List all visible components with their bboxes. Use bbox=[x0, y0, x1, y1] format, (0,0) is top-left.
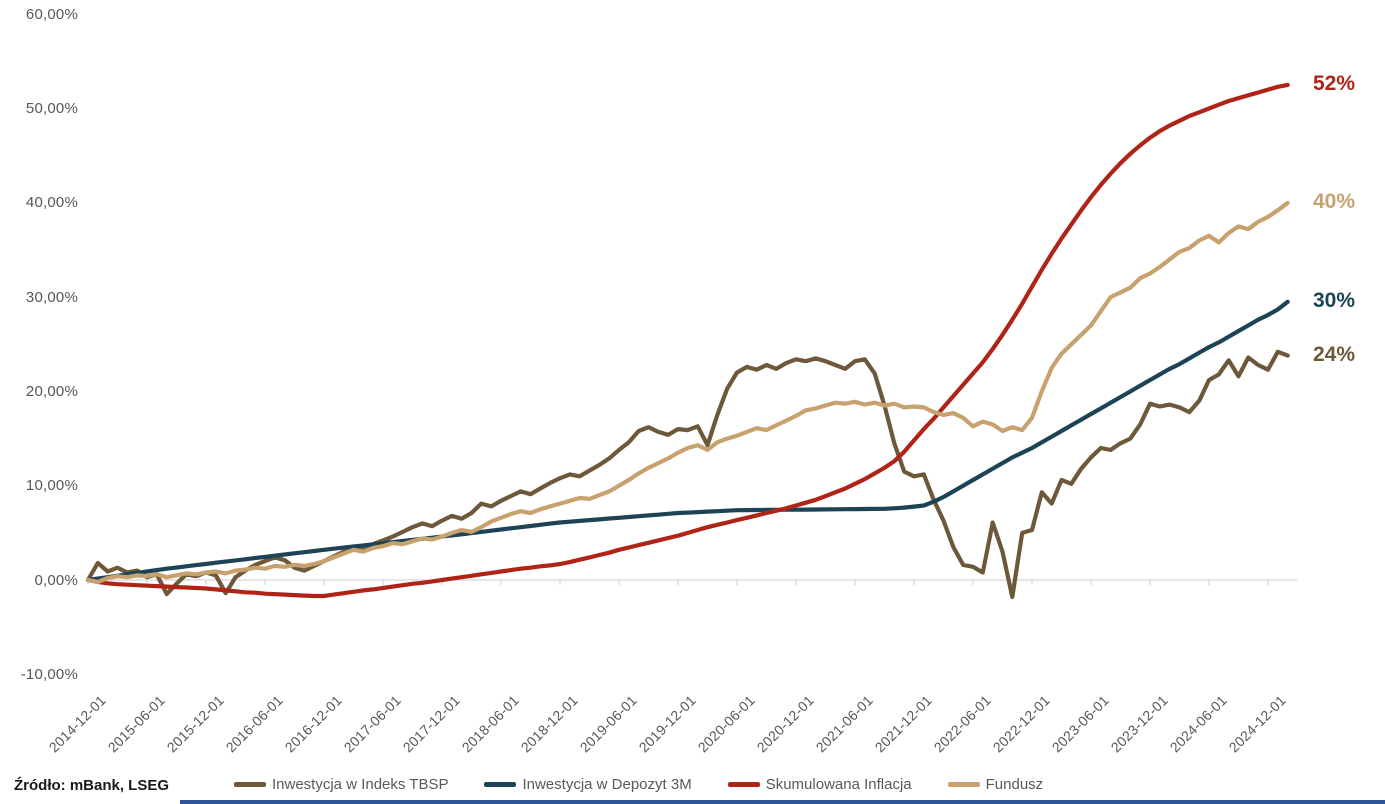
series-line-1 bbox=[85, 299, 1290, 583]
source-label: Źródło: mBank, LSEG bbox=[14, 777, 170, 794]
y-tick-label: 40,00% bbox=[25, 194, 78, 212]
legend-label-tbsp: Inwestycja w Indeks TBSP bbox=[272, 776, 449, 793]
y-tick-label: 10,00% bbox=[25, 477, 78, 495]
y-tick-label: -10,00% bbox=[20, 665, 78, 683]
y-tick-label: 0,00% bbox=[34, 571, 78, 589]
end-label-tbsp: 24% bbox=[1313, 342, 1356, 366]
end-label-depozyt: 30% bbox=[1313, 288, 1356, 312]
legend-item-depozyt: Inwestycja w Depozyt 3M bbox=[484, 776, 692, 793]
bottom-divider bbox=[180, 800, 1385, 804]
series-line-0 bbox=[85, 349, 1290, 600]
legend: Inwestycja w Indeks TBSP Inwestycja w De… bbox=[234, 776, 1043, 793]
legend-item-tbsp: Inwestycja w Indeks TBSP bbox=[234, 776, 448, 793]
legend-label-inflacja: Skumulowana Inflacja bbox=[765, 776, 912, 793]
series-line-2 bbox=[85, 82, 1290, 599]
y-tick-label: 30,00% bbox=[25, 288, 78, 306]
legend-item-inflacja: Skumulowana Inflacja bbox=[727, 776, 912, 793]
legend-swatch-inflacja-icon bbox=[727, 782, 760, 787]
legend-swatch-fundusz-icon bbox=[947, 782, 980, 787]
legend-label-depozyt: Inwestycja w Depozyt 3M bbox=[522, 776, 692, 793]
legend-item-fundusz: Fundusz bbox=[947, 776, 1044, 793]
end-label-fundusz: 40% bbox=[1313, 189, 1356, 213]
legend-label-fundusz: Fundusz bbox=[985, 776, 1044, 793]
y-tick-label: 60,00% bbox=[25, 5, 78, 23]
y-tick-label: 20,00% bbox=[25, 382, 78, 400]
series-line-3 bbox=[85, 200, 1290, 585]
legend-swatch-depozyt-icon bbox=[484, 782, 517, 787]
legend-swatch-tbsp-icon bbox=[234, 782, 266, 787]
end-label-inflacja: 52% bbox=[1313, 71, 1356, 95]
y-tick-label: 50,00% bbox=[25, 100, 78, 117]
